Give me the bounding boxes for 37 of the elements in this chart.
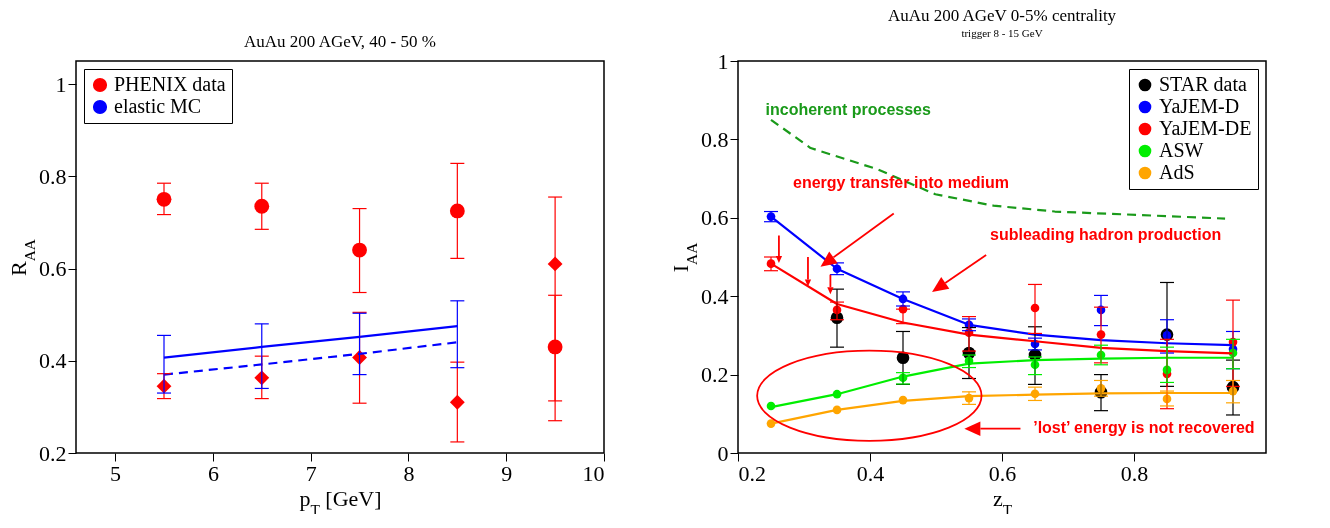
legend-label: elastic MC [114, 95, 202, 117]
annotation: incoherent processes [765, 101, 932, 118]
x-tick-label: 10 [582, 460, 605, 486]
y-tick-label: 0.2 [701, 362, 729, 388]
y-tick-label: 1 [717, 48, 729, 74]
annotation: subleading hadron production [990, 225, 1222, 243]
x-axis-title: p$_{T}$ [GeV] [299, 485, 382, 517]
x-tick-label: 0.8 [1120, 460, 1149, 486]
y-tick-label: 0.8 [39, 163, 67, 189]
chart-subtitle: trigger 8 - 15 GeV [961, 27, 1043, 39]
y-tick-label: 0.2 [39, 440, 67, 466]
x-tick-label: 0.6 [988, 460, 1017, 486]
y-tick-label: 0.4 [701, 283, 729, 309]
annotation: energy transfer into medium [793, 173, 1010, 191]
x-tick-label: 6 [207, 460, 219, 486]
annotation: ’lost’ energy is not recovered [1033, 418, 1255, 436]
y-tick-label: 0.6 [701, 205, 729, 231]
y-tick-label: 0.8 [701, 126, 729, 152]
x-tick-label: 8 [403, 460, 415, 486]
x-tick-label: 5 [110, 460, 122, 486]
y-tick-label: 0.6 [39, 256, 67, 282]
y-tick-label: 0.4 [39, 348, 67, 374]
y-tick-label: 1 [55, 71, 67, 97]
x-tick-label: 0.4 [856, 460, 885, 486]
x-axis-title: z$_{T}$ [992, 485, 1013, 517]
legend-label: YaJEM-D [1159, 95, 1240, 117]
legend-label: PHENIX data [114, 73, 226, 95]
chart-title: AuAu 200 AGeV 0-5% centrality [887, 6, 1117, 25]
chart-title: AuAu 200 AGeV, 40 - 50 % [244, 32, 436, 51]
legend-label: STAR data [1159, 73, 1247, 95]
legend-label: YaJEM-DE [1159, 117, 1252, 139]
legend-label: ASW [1159, 139, 1204, 161]
y-tick-label: 0 [717, 440, 729, 466]
x-tick-label: 7 [305, 460, 317, 486]
x-tick-label: 9 [501, 460, 513, 486]
x-tick-label: 0.2 [738, 460, 766, 486]
legend-label: AdS [1159, 161, 1195, 183]
